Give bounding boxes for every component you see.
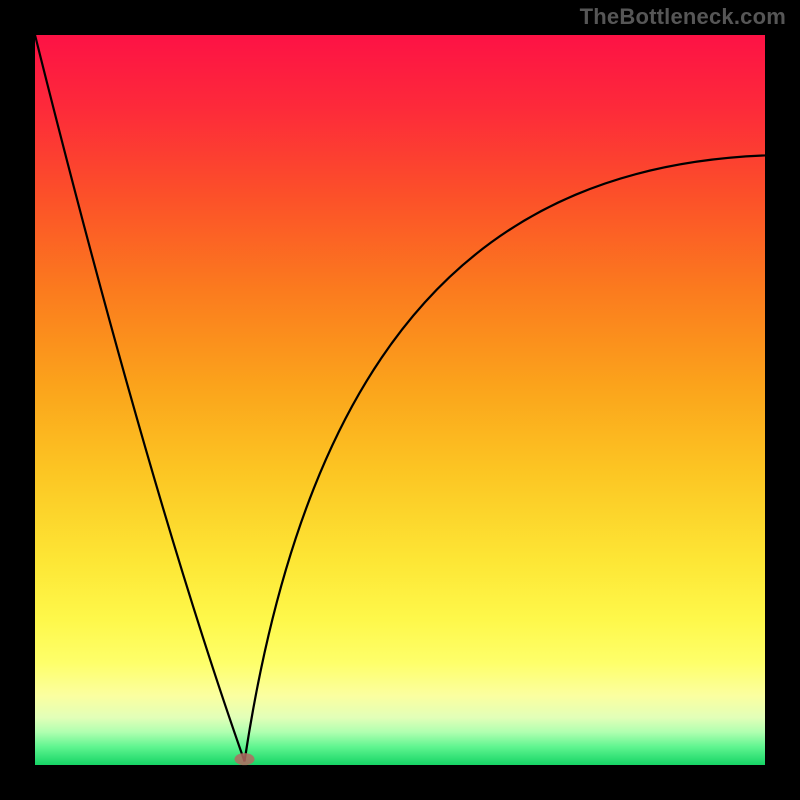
watermark-text: TheBottleneck.com bbox=[580, 4, 786, 30]
bottleneck-chart bbox=[0, 0, 800, 800]
chart-container: { "watermark": { "text": "TheBottleneck.… bbox=[0, 0, 800, 800]
optimal-point-marker bbox=[235, 753, 255, 765]
plot-background-gradient bbox=[35, 35, 765, 765]
